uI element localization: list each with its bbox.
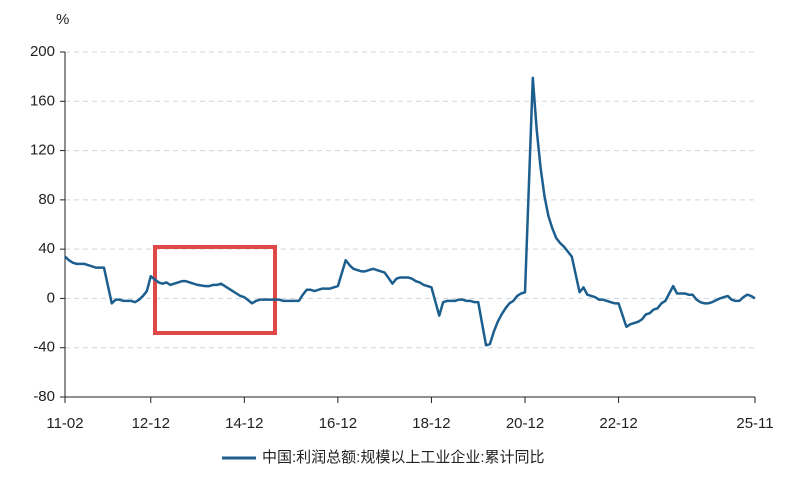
y-tick-label: -40 bbox=[33, 339, 55, 356]
y-tick-label: 40 bbox=[38, 240, 55, 257]
x-tick-label: 12-12 bbox=[132, 415, 170, 432]
y-tick-label: -80 bbox=[33, 388, 55, 405]
y-tick-label: 200 bbox=[30, 43, 55, 60]
x-tick-label: 25-11 bbox=[736, 415, 773, 432]
y-tick-label: 120 bbox=[30, 142, 55, 159]
x-tick-label: 18-12 bbox=[412, 415, 450, 432]
y-tick-label: 160 bbox=[30, 92, 55, 109]
x-tick-label: 11-02 bbox=[46, 415, 83, 432]
unit-label: % bbox=[56, 11, 69, 28]
y-tick-label: 0 bbox=[47, 289, 55, 306]
x-tick-label: 16-12 bbox=[319, 415, 357, 432]
highlight-box bbox=[153, 245, 277, 335]
y-tick-label: 80 bbox=[38, 191, 55, 208]
x-tick-label: 20-12 bbox=[506, 415, 544, 432]
x-tick-label: 22-12 bbox=[599, 415, 637, 432]
legend-label: 中国:利润总额:规模以上工业企业:累计同比 bbox=[262, 448, 545, 466]
x-tick-label: 14-12 bbox=[225, 415, 263, 432]
data-line bbox=[64, 76, 756, 347]
